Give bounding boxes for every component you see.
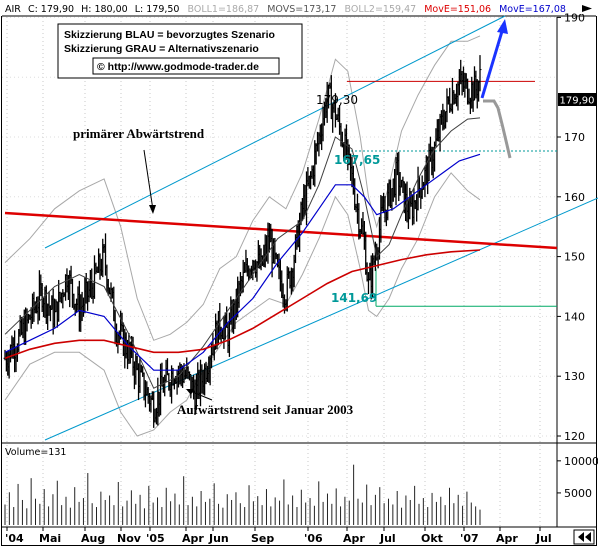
bollinger-upper <box>4 35 481 341</box>
price-axis-ticks: 120 130 140 150 160 170 190 <box>557 11 585 443</box>
level-lines <box>347 80 557 307</box>
ema-red-line <box>4 249 481 360</box>
time-tick-label-7: Sep <box>251 532 274 545</box>
ema-blue-line <box>4 153 481 371</box>
uptrend-arrow <box>189 390 213 401</box>
primary-trend-line <box>4 211 558 250</box>
header-boll2: BOLL2=159,47 <box>345 4 417 15</box>
header-low: L: 179,50 <box>135 4 180 15</box>
channel-upper-line <box>44 15 506 249</box>
channel-lower-line <box>44 197 598 441</box>
time-tick-label-0: '04 <box>5 532 24 545</box>
grey-scenario-path <box>483 99 512 159</box>
volume-tick-label-0: 10000 <box>564 455 598 468</box>
price-tick-label-150: 150 <box>564 251 585 264</box>
price-tick-label-170: 170 <box>564 131 585 144</box>
level-179-label: 179,30 <box>316 93 358 107</box>
time-tick-label-3: Nov <box>117 532 142 545</box>
last-price-label: 179,90 <box>560 96 595 107</box>
uptrend-label: Aufwärtstrend seit Januar 2003 <box>177 402 354 417</box>
copyright-text: © http://www.godmode-trader.de <box>97 61 259 73</box>
sma-line <box>4 117 481 389</box>
legend-box: Skizzierung BLAU = bevorzugtes Szenario … <box>57 23 303 79</box>
price-tick-label-160: 160 <box>564 191 585 204</box>
primary-trend-arrow <box>143 149 154 211</box>
header-move-short: MovE=151,06 <box>424 4 491 15</box>
time-tick-label-9: Apr <box>343 532 365 545</box>
price-tick-label-190: 190 <box>564 11 585 24</box>
time-tick-label-13: Apr <box>496 532 518 545</box>
trend-lines <box>4 15 598 441</box>
scroll-right-icon[interactable] <box>578 3 594 14</box>
header-high: H: 180,00 <box>81 4 128 15</box>
time-tick-label-1: Mai <box>39 532 61 545</box>
time-tick-label-11: Okt <box>421 532 443 545</box>
bollinger-bands <box>4 35 481 437</box>
primary-trend-arrowhead <box>149 205 156 214</box>
time-axis-ticks: '04 Mai Aug Nov '05 Apr Jun Sep '06 Apr Jul Okt '07 A… <box>5 527 552 545</box>
volume-label: Volume=131 <box>5 447 66 458</box>
header-bar <box>1 1 597 16</box>
legend-line-blue: Skizzierung BLAU = bevorzugtes Szenario <box>64 29 275 41</box>
header-movs: MOVS=173,17 <box>267 4 336 15</box>
time-tick-label-5: Apr <box>182 532 204 545</box>
time-tick-label-2: Aug <box>81 532 105 545</box>
volume-axis-ticks: 10000 5000 <box>557 455 598 500</box>
copyright-box <box>92 57 280 75</box>
primary-trend-label: primärer Abwärtstrend <box>73 126 205 141</box>
volume-bars <box>4 464 481 525</box>
header-values: AIR C: 179,90 H: 180,00 L: 179,50 BOLL1=… <box>5 4 566 15</box>
volume-tick-label-1: 5000 <box>564 487 592 500</box>
legend-line-grey: Skizzierung GRAU = Alternativszenario <box>64 43 259 55</box>
time-tick-label-6: Jun <box>208 532 229 545</box>
price-bars <box>3 55 482 428</box>
level-167-label: 167,65 <box>334 153 380 167</box>
price-tick-label-140: 140 <box>564 310 585 323</box>
header-move-long: MovE=167,08 <box>499 4 566 15</box>
header-close: C: 179,90 <box>28 4 74 15</box>
blue-scenario-arrowhead <box>497 19 508 34</box>
moving-averages <box>4 117 481 389</box>
blue-scenario-path <box>480 27 505 99</box>
price-tick-label-120: 120 <box>564 430 585 443</box>
time-tick-label-12: '07 <box>460 532 479 545</box>
scenario-sketches <box>480 19 512 159</box>
price-tick-label-130: 130 <box>564 370 585 383</box>
header-boll1: BOLL1=186,87 <box>188 4 260 15</box>
time-tick-label-10: Jul <box>379 532 396 545</box>
time-tick-label-8: '06 <box>304 532 323 545</box>
time-tick-label-14: Jul <box>535 532 552 545</box>
level-141-label: 141,69 <box>331 291 377 305</box>
uptrend-arrowhead <box>186 389 194 395</box>
time-tick-label-4: '05 <box>146 532 165 545</box>
grid <box>2 16 557 527</box>
last-price-box <box>558 93 596 106</box>
header-symbol: AIR <box>5 4 21 15</box>
scroll-corner-icon[interactable] <box>573 529 595 545</box>
bollinger-lower <box>4 172 481 437</box>
